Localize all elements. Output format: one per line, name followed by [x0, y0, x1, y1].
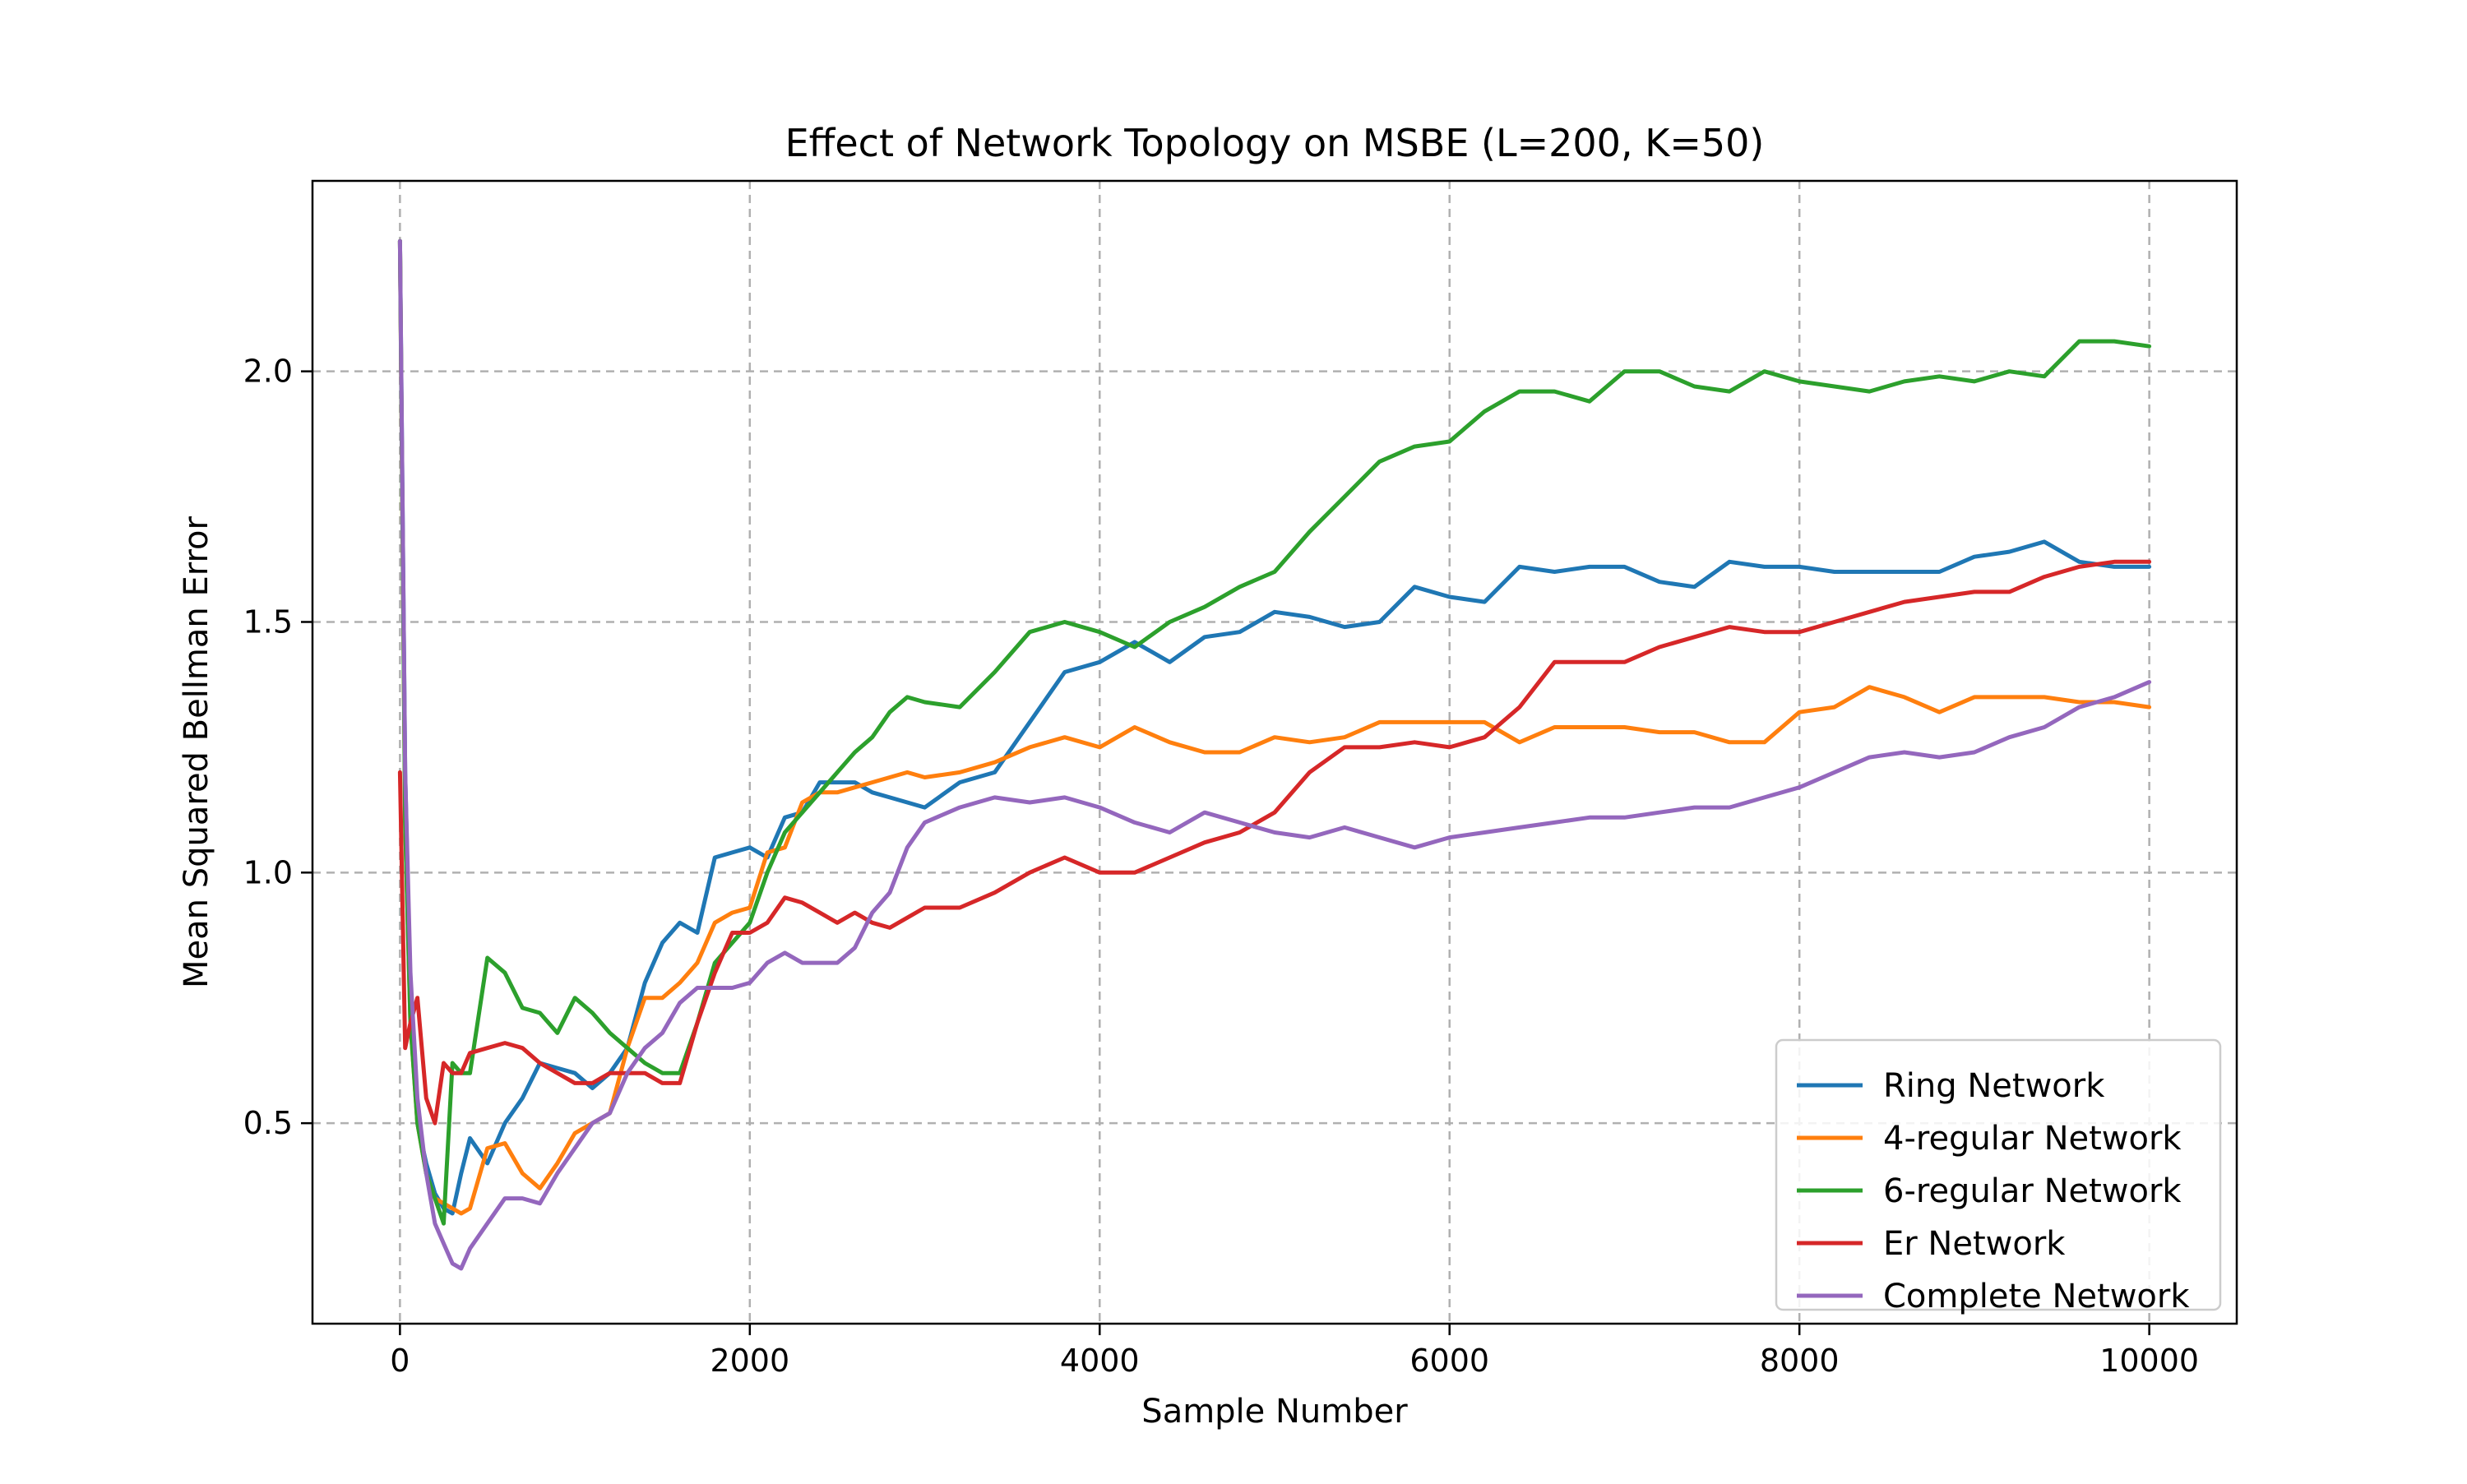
y-tick-label: 1.0: [243, 854, 293, 890]
legend-label: Er Network: [1883, 1225, 2066, 1263]
series-line-er-network: [397, 559, 2152, 1126]
series-line-6-regular-network: [397, 238, 2152, 1226]
x-tick-label: 10000: [2099, 1343, 2199, 1379]
x-axis-label: Sample Number: [1141, 1393, 1408, 1431]
x-tick-label: 4000: [1060, 1343, 1140, 1379]
y-axis-label: Mean Squared Bellman Error: [178, 515, 215, 988]
y-tick-label: 1.5: [243, 603, 293, 640]
legend-label: Ring Network: [1883, 1067, 2105, 1105]
x-tick-label: 0: [390, 1343, 410, 1379]
y-tick-label: 0.5: [243, 1105, 293, 1141]
legend: Ring Network 4-regular Network 6-regular N…: [1775, 1038, 2222, 1315]
series-line-complete-network: [397, 238, 2152, 1271]
x-tick-label: 8000: [1760, 1343, 1840, 1379]
legend-label: 6-regular Network: [1883, 1172, 2182, 1210]
series-line-4-regular-network: [397, 238, 2152, 1216]
legend-box: [1775, 1038, 2222, 1311]
legend-label: Complete Network: [1883, 1278, 2190, 1315]
axis-ticks: 0 2000 4000 6000 8000 10000 0.5 1.0 1.5 2.0: [243, 354, 2200, 1379]
legend-label: 4-regular Network: [1883, 1120, 2182, 1158]
chart-title: Effect of Network Topology on MSBE (L=20…: [785, 121, 1765, 165]
series-line-ring-network: [397, 238, 2152, 1216]
y-tick-label: 2.0: [243, 354, 293, 390]
x-tick-label: 6000: [1409, 1343, 1489, 1379]
plot-area-frame: [311, 179, 2238, 1325]
series-lines: [397, 238, 2152, 1271]
x-tick-label: 2000: [710, 1343, 789, 1379]
